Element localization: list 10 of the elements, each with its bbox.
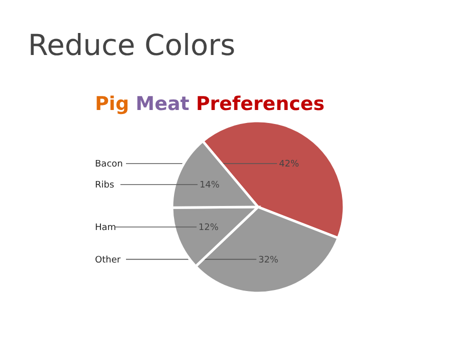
slice-label: Ribs bbox=[95, 180, 114, 191]
slice-label: Ham bbox=[95, 222, 116, 233]
slice-label: Bacon bbox=[95, 160, 123, 170]
data-label: 42% bbox=[279, 160, 300, 170]
slice-label: Other bbox=[95, 255, 121, 266]
data-label: 32% bbox=[258, 255, 279, 266]
data-label: 14% bbox=[200, 180, 220, 191]
data-label: 12% bbox=[198, 222, 220, 233]
chart-subtitle: Pig Meat Preferences bbox=[95, 93, 325, 115]
chart-title: Reduce Colors bbox=[28, 28, 236, 62]
